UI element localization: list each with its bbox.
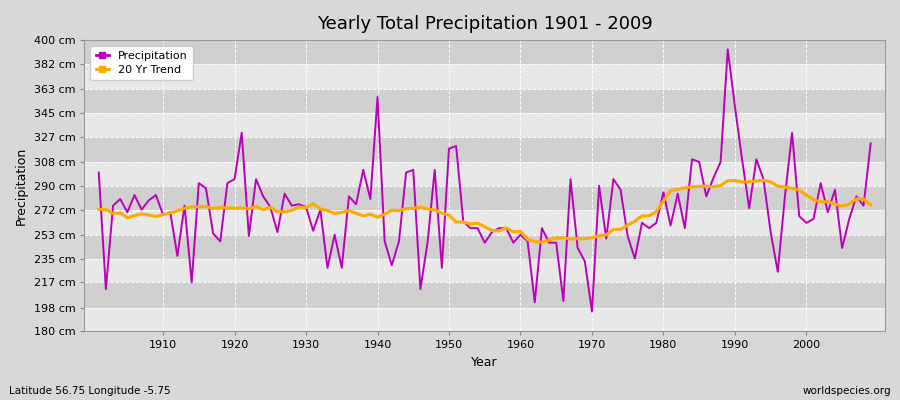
Bar (85, 113, 885, 137)
Y-axis label: Precipitation: Precipitation (15, 147, 28, 225)
Bar (85, 210, 885, 235)
Legend: Precipitation, 20 Yr Trend: Precipitation, 20 Yr Trend (90, 46, 194, 80)
Text: Latitude 56.75 Longitude -5.75: Latitude 56.75 Longitude -5.75 (9, 386, 171, 396)
Bar (85, 64, 885, 89)
Bar (85, 258, 885, 282)
Bar (85, 137, 885, 162)
Title: Yearly Total Precipitation 1901 - 2009: Yearly Total Precipitation 1901 - 2009 (317, 15, 652, 33)
Bar (85, 186, 885, 210)
X-axis label: Year: Year (472, 356, 498, 369)
Bar (85, 235, 885, 258)
Bar (85, 282, 885, 308)
Bar (85, 40, 885, 64)
Bar (85, 89, 885, 113)
Bar (85, 308, 885, 332)
Bar (85, 162, 885, 186)
Text: worldspecies.org: worldspecies.org (803, 386, 891, 396)
